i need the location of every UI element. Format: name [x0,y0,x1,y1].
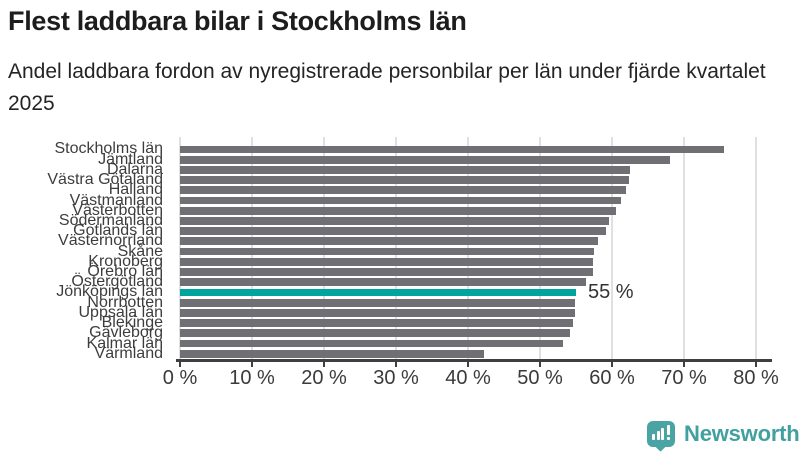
bar-norrbotten [180,298,576,307]
chart-subtitle: Andel laddbara fordon av nyregistrerade … [8,60,766,115]
axis-tick [179,361,181,367]
bar-s-dermanland [180,217,610,225]
category-label: Gävleborg [89,324,163,342]
axis-tick-label: 50 % [517,367,563,389]
category-label: Dalarna [106,160,163,178]
category-label: Stockholms län [54,140,164,158]
axis-tick-label: 10 % [229,367,275,389]
newsworthy-logo-icon [647,420,675,452]
bar-halland [180,186,626,195]
category-label: Blekinge [101,314,163,332]
category-label: Gotlands län [73,222,163,240]
axis-tick [683,361,685,367]
axis-tick-label: 60 % [589,367,635,389]
gridline [683,137,685,359]
axis-tick-label: 0 % [162,367,198,389]
bar-uppsala-l-n [180,309,575,317]
axis-tick-label: 70 % [661,367,707,389]
category-label: Västerbotten [72,201,163,219]
axis-tick-label: 40 % [445,367,491,389]
bar-kronoberg [180,257,594,266]
category-label: Jönköpings län [56,283,163,301]
bar-j-mtland [180,155,670,164]
axis-tick [395,361,397,367]
bar-kalmar-l-n [180,339,564,348]
axis-tick [467,361,469,367]
bar--rebro-l-n [180,268,593,276]
bar-dalarna [180,165,630,174]
bar-v-stmanland [180,196,621,205]
category-label: Skåne [117,242,163,260]
axis-tick [755,361,757,367]
x-axis-line [176,359,772,362]
category-label: Jämtland [98,150,163,168]
axis-tick [611,361,613,367]
category-label: Kalmar län [86,334,163,352]
axis-tick [323,361,325,367]
category-label: Södermanland [58,211,163,229]
axis-tick [251,361,253,367]
bar-blekinge [180,319,574,328]
category-label: Örebro län [87,263,163,281]
category-label: Västmanland [69,191,163,209]
category-label: Västernorrland [58,232,163,250]
gridline [755,137,757,359]
axis-tick-label: 30 % [373,367,419,389]
value-annotation: 55 % [588,281,634,304]
bar-gotlands-l-n [180,227,607,236]
newsworthy-logo: Newsworthy [647,417,800,452]
category-label: Västra Götaland [47,171,163,189]
category-label: Värmland [94,344,163,362]
bar-v-stra-g-taland [180,176,629,184]
bar--sterg-tland [180,278,587,287]
bar-g-vleborg [180,329,570,338]
bar-j-nk-pings-l-n [180,288,576,297]
category-label: Halland [108,181,163,199]
bar-sk-ne [180,247,594,256]
category-label: Kronoberg [88,252,163,270]
axis-tick [539,361,541,367]
category-label: Uppsala län [78,303,164,321]
category-label: Östergötland [71,273,163,291]
axis-tick-label: 80 % [733,367,779,389]
brand-name: Newsworthy [684,420,800,446]
bar-stockholms-l-n [180,145,724,154]
chart-title: Flest laddbara bilar i Stockholms län [8,6,467,36]
bar-v-rmland [180,349,484,358]
gridline [611,137,613,359]
category-label: Norrbotten [87,293,163,311]
axis-tick-label: 20 % [301,367,347,389]
bar-v-sterbotten [180,206,616,215]
bar-v-sternorrland [180,237,598,246]
